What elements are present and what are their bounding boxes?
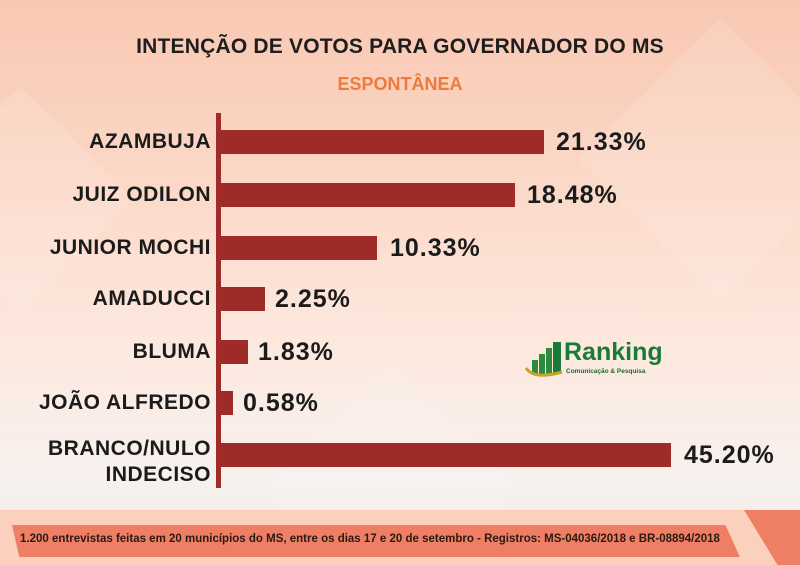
bar-label: AZAMBUJA <box>89 130 211 153</box>
chart-title: INTENÇÃO DE VOTOS PARA GOVERNADOR DO MS <box>136 35 664 58</box>
bar-value: 0.58% <box>243 389 319 417</box>
bar-row-azambuja: AZAMBUJA 21.33% <box>0 127 800 157</box>
bar-label-line: BRANCO/NULO <box>48 437 211 460</box>
chart-subtitle: ESPONTÂNEA <box>337 74 463 94</box>
bar-row-bluma: BLUMA 1.83% <box>0 337 800 367</box>
bar-row-branco-nulo-indeciso: BRANCO/NULO INDECISO 45.20% <box>0 437 800 486</box>
bar <box>221 340 248 364</box>
bar <box>221 391 233 415</box>
bar-label: AMADUCCI <box>92 287 211 310</box>
bar <box>221 236 377 260</box>
bar-chart-logo-icon <box>524 342 563 377</box>
bar <box>221 183 515 207</box>
bar-row-joao-alfredo: JOÃO ALFREDO 0.58% <box>0 388 800 418</box>
bar-row-amaducci: AMADUCCI 2.25% <box>0 284 800 314</box>
y-axis-line <box>216 113 221 488</box>
bar-value: 45.20% <box>684 441 775 469</box>
footer-note: 1.200 entrevistas feitas em 20 município… <box>20 533 720 545</box>
bar-row-juiz-odilon: JUIZ ODILON 18.48% <box>0 180 800 210</box>
bar-label: JOÃO ALFREDO <box>38 391 211 414</box>
footer-bar <box>12 525 740 557</box>
bar-label-line: INDECISO <box>105 463 211 486</box>
bar-label: BLUMA <box>132 340 211 363</box>
bar-row-junior-mochi: JUNIOR MOCHI 10.33% <box>0 233 800 263</box>
bar-value: 2.25% <box>275 285 351 313</box>
bar-value: 18.48% <box>527 181 618 209</box>
bar-value: 21.33% <box>556 128 647 156</box>
logo-tagline: Comunicação & Pesquisa <box>566 368 646 375</box>
logo-name: Ranking <box>564 338 663 366</box>
bar <box>221 130 544 154</box>
ranking-logo: Ranking Comunicação & Pesquisa <box>524 338 674 378</box>
bar <box>221 443 671 467</box>
bar <box>221 287 265 311</box>
bar-value: 10.33% <box>390 234 481 262</box>
bar-label: BRANCO/NULO INDECISO <box>48 436 211 488</box>
bar-value: 1.83% <box>258 338 334 366</box>
bar-label: JUNIOR MOCHI <box>49 236 211 259</box>
bar-label: JUIZ ODILON <box>72 183 211 206</box>
